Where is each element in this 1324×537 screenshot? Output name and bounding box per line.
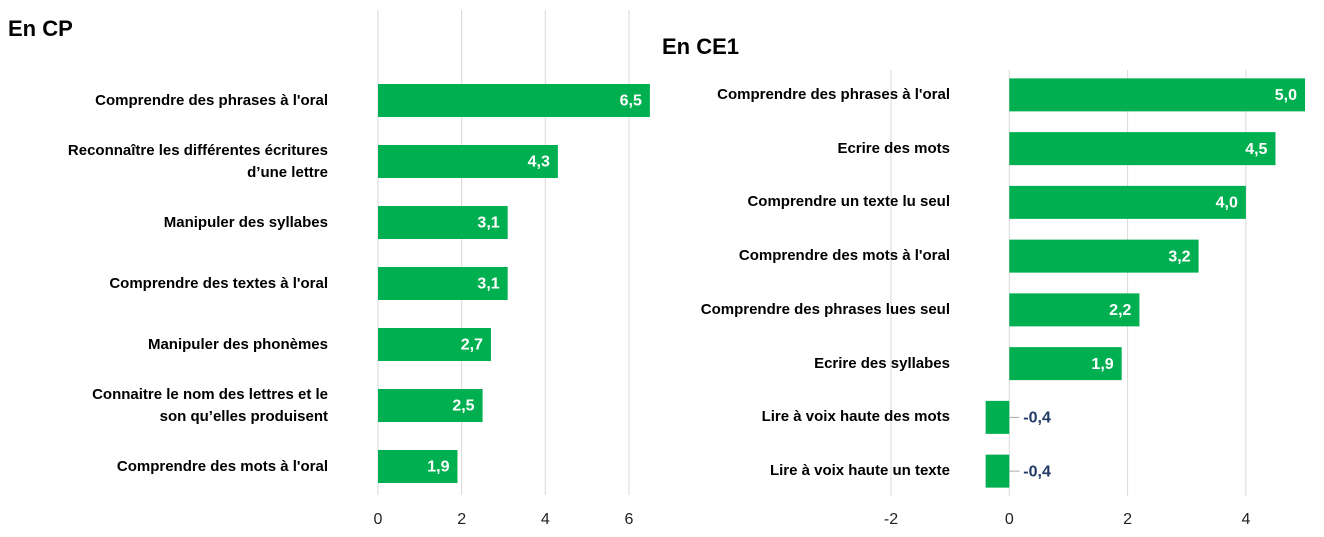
value-label: -0,4	[1023, 410, 1051, 427]
category-label: Comprendre un texte lu seul	[747, 193, 950, 211]
value-label: 2,7	[461, 337, 483, 354]
x-tick-label: 0	[1005, 511, 1014, 528]
bar	[378, 450, 458, 483]
bar	[1009, 185, 1246, 219]
value-label: -0,4	[1023, 463, 1051, 480]
category-label: Comprendre des phrases à l'oral	[717, 85, 950, 103]
category-label: Comprendre des textes à l'oral	[109, 274, 328, 292]
x-tick-label: 6	[625, 511, 634, 528]
category-label: Connaitre le nom des lettres et le son q…	[92, 385, 328, 425]
category-label: Comprendre des phrases à l'oral	[95, 91, 328, 109]
category-label: Ecrire des syllabes	[814, 354, 950, 372]
bar	[378, 145, 558, 178]
bar	[378, 389, 483, 422]
bar	[985, 400, 1010, 434]
value-label: 2,2	[1109, 302, 1131, 319]
chart-title: En CP	[8, 16, 73, 41]
value-label: 3,2	[1168, 248, 1190, 265]
bar	[378, 206, 508, 239]
bar	[378, 267, 508, 300]
x-tick-label: 2	[1123, 511, 1132, 528]
chart-title: En CE1	[662, 34, 739, 59]
bar	[1009, 132, 1276, 166]
category-label: Reconnaître les différentes écritures d’…	[67, 141, 328, 181]
value-label: 1,9	[427, 459, 449, 476]
bar	[1009, 78, 1306, 112]
value-label: 4,3	[528, 154, 550, 171]
bar	[1009, 347, 1122, 381]
value-label: 3,1	[477, 276, 499, 293]
category-label: Ecrire des mots	[837, 139, 950, 157]
value-label: 4,5	[1245, 141, 1267, 158]
category-label: Manipuler des syllabes	[163, 213, 328, 231]
category-label: Comprendre des mots à l'oral	[738, 247, 950, 265]
category-label: Lire à voix haute des mots	[761, 408, 950, 426]
x-tick-label: -2	[884, 511, 898, 528]
category-label: Lire à voix haute un texte	[769, 462, 950, 480]
x-tick-label: 4	[541, 511, 550, 528]
x-tick-label: 2	[457, 511, 466, 528]
value-label: 2,5	[452, 398, 474, 415]
value-label: 6,5	[620, 93, 642, 110]
bar	[985, 454, 1010, 488]
bar	[378, 84, 650, 117]
value-label: 5,0	[1275, 87, 1297, 104]
x-tick-label: 0	[374, 511, 383, 528]
value-label: 1,9	[1091, 356, 1113, 373]
category-label: Comprendre des mots à l'oral	[116, 457, 328, 475]
category-label: Manipuler des phonèmes	[147, 335, 328, 353]
bar	[1009, 293, 1140, 327]
category-label: Comprendre des phrases lues seul	[700, 300, 950, 318]
value-label: 3,1	[477, 215, 499, 232]
x-tick-label: 4	[1241, 511, 1250, 528]
bar	[1009, 239, 1199, 273]
value-label: 4,0	[1216, 195, 1238, 212]
bar	[378, 328, 491, 361]
